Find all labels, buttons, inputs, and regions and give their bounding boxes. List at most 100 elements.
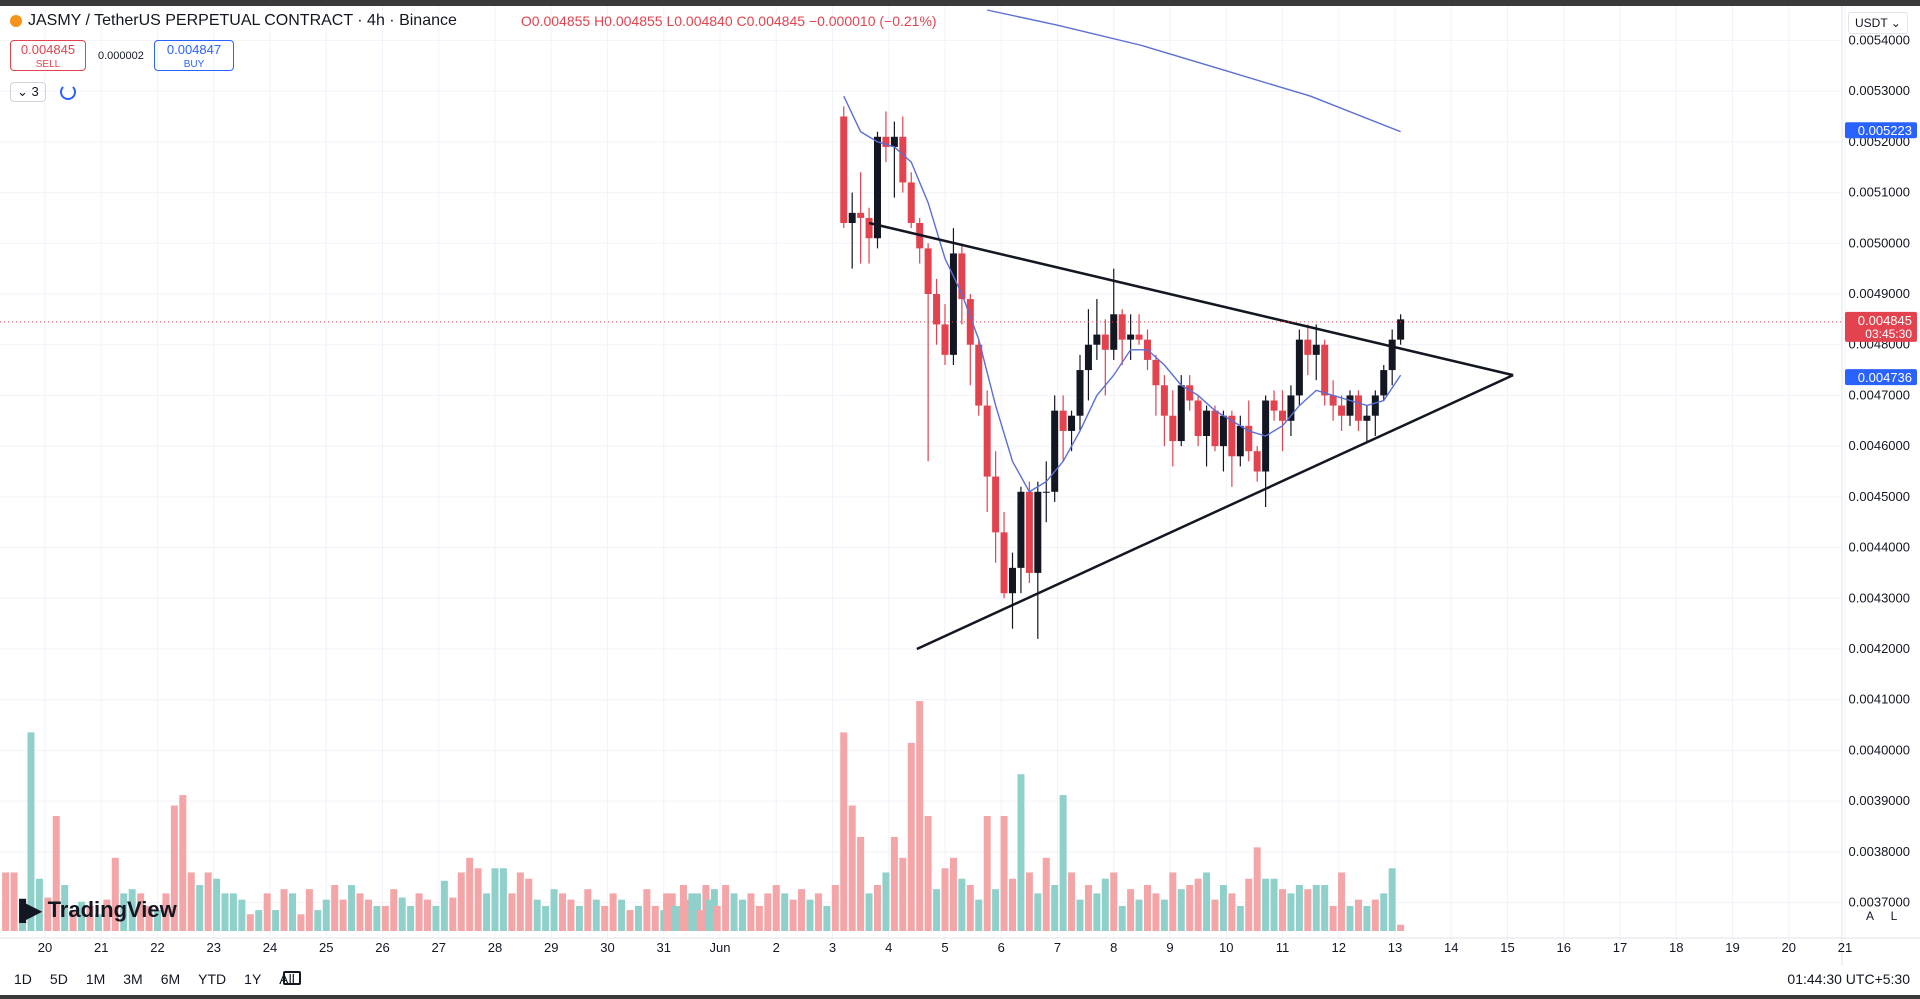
- volume-bar: [651, 905, 659, 931]
- volume-bar: [289, 893, 296, 931]
- volume-bar: [1034, 893, 1042, 931]
- candle-body: [1093, 334, 1101, 345]
- candle-body: [966, 299, 974, 345]
- price-axis-tick: 0.0038000: [1849, 844, 1910, 859]
- volume-bar: [789, 899, 797, 931]
- volume-bar: [755, 905, 763, 931]
- auto-scale-button[interactable]: A: [1865, 909, 1874, 923]
- candle-body: [1025, 491, 1033, 573]
- timeframe-3m[interactable]: 3M: [123, 971, 143, 987]
- candle-body: [882, 136, 890, 147]
- candle-body: [1279, 410, 1286, 421]
- candle-body: [1219, 415, 1227, 447]
- time-axis-tick: 31: [657, 940, 671, 955]
- candle-body: [1329, 395, 1337, 406]
- coin-icon: [10, 15, 22, 27]
- symbol-title[interactable]: JASMY / TetherUS PERPETUAL CONTRACT · 4h…: [28, 12, 457, 29]
- volume-bar: [1177, 889, 1185, 931]
- volume-bar: [86, 905, 94, 931]
- timeframe-ytd[interactable]: YTD: [198, 971, 227, 987]
- indicator-count-button[interactable]: ⌄ 3: [10, 82, 46, 102]
- volume-bar: [1169, 872, 1177, 931]
- buy-button[interactable]: 0.004847 BUY: [154, 40, 234, 71]
- volume-bar: [601, 905, 609, 931]
- time-axis-tick: 8: [1110, 940, 1117, 955]
- price-chart[interactable]: 0.00540000.00530000.00520000.00510000.00…: [0, 6, 1920, 967]
- volume-bar: [1262, 878, 1270, 931]
- volume-bar: [1287, 893, 1295, 931]
- currency-selector[interactable]: USDT ⌄: [1848, 12, 1908, 34]
- volume-bar: [575, 905, 583, 931]
- timeframe-1d[interactable]: 1D: [14, 971, 32, 987]
- volume-bar: [1025, 872, 1033, 931]
- volume-bar: [52, 816, 60, 931]
- price-axis-tick: 0.0053000: [1849, 83, 1910, 98]
- volume-bar: [1388, 868, 1396, 931]
- volume-bar: [1304, 889, 1312, 931]
- price-axis-tick: 0.0049000: [1849, 286, 1910, 301]
- volume-bar: [739, 899, 746, 931]
- volume-bar: [61, 885, 69, 931]
- log-scale-button[interactable]: L: [1890, 909, 1898, 923]
- volume-bar: [618, 899, 626, 931]
- candle-body: [1321, 344, 1329, 396]
- volume-bar: [516, 872, 524, 931]
- candle-body: [1270, 400, 1278, 411]
- triangle-trendline: [916, 374, 1514, 651]
- volume-bar: [10, 872, 18, 931]
- volume-bar: [542, 905, 550, 931]
- ma-price-label: 0.005223: [1858, 123, 1912, 138]
- time-axis-tick: 3: [829, 940, 836, 955]
- volume-bar: [747, 893, 755, 931]
- volume-bar: [840, 732, 848, 931]
- volume-bar: [1127, 889, 1135, 931]
- indicator-toggle[interactable]: ⌄ 3: [10, 82, 76, 102]
- volume-bar: [35, 878, 43, 931]
- volume-bar: [567, 899, 575, 931]
- time-axis-tick: 21: [94, 940, 108, 955]
- timeframe-5d[interactable]: 5D: [49, 971, 68, 987]
- volume-bar: [933, 889, 941, 931]
- candle-body: [874, 136, 881, 239]
- spread-value: 0.000002: [98, 50, 144, 62]
- price-axis-tick: 0.0040000: [1849, 742, 1910, 757]
- candle-body: [1118, 314, 1126, 340]
- volume-bar: [381, 905, 389, 931]
- volume-bar: [831, 885, 839, 931]
- timeframe-1y[interactable]: 1Y: [244, 971, 262, 987]
- volume-bar: [713, 905, 721, 931]
- volume-bar: [1397, 924, 1405, 931]
- volume-bar: [1110, 872, 1118, 931]
- volume-bar: [398, 897, 406, 931]
- time-axis-tick: 20: [1782, 940, 1796, 955]
- timeframe-1m[interactable]: 1M: [85, 971, 106, 987]
- volume-bar: [1245, 878, 1253, 931]
- utc-clock[interactable]: 01:44:30 UTC+5:30: [1787, 971, 1910, 987]
- volume-bar: [1236, 905, 1244, 931]
- time-axis-tick: 19: [1725, 940, 1739, 955]
- time-axis-tick: 16: [1557, 940, 1571, 955]
- time-axis-tick: 5: [941, 940, 948, 955]
- sell-button[interactable]: 0.004845 SELL: [10, 40, 86, 71]
- time-axis-tick: 2: [773, 940, 780, 955]
- refresh-icon[interactable]: [59, 84, 76, 100]
- candle-body: [1084, 344, 1092, 371]
- volume-bar: [671, 905, 679, 931]
- price-axis-tick: 0.0037000: [1849, 895, 1910, 910]
- candle-body: [1295, 339, 1303, 396]
- price-axis-tick: 0.0043000: [1849, 590, 1910, 605]
- calendar-icon[interactable]: [283, 971, 301, 985]
- candle-body: [1380, 370, 1388, 396]
- ma-price-label: 0.004736: [1858, 370, 1912, 385]
- ma-fast-line: [843, 95, 1402, 493]
- volume-bar: [280, 889, 288, 931]
- volume-bar: [550, 889, 558, 931]
- price-axis-tick: 0.0041000: [1849, 692, 1910, 707]
- volume-bar: [128, 889, 136, 931]
- volume-bar: [781, 893, 789, 931]
- timeframe-6m[interactable]: 6M: [160, 971, 181, 987]
- price-axis-tick: 0.0039000: [1849, 793, 1910, 808]
- tradingview-logo[interactable]: ▐▶ TradingView: [12, 897, 177, 923]
- candle-body: [1177, 385, 1185, 442]
- volume-bar: [474, 868, 482, 931]
